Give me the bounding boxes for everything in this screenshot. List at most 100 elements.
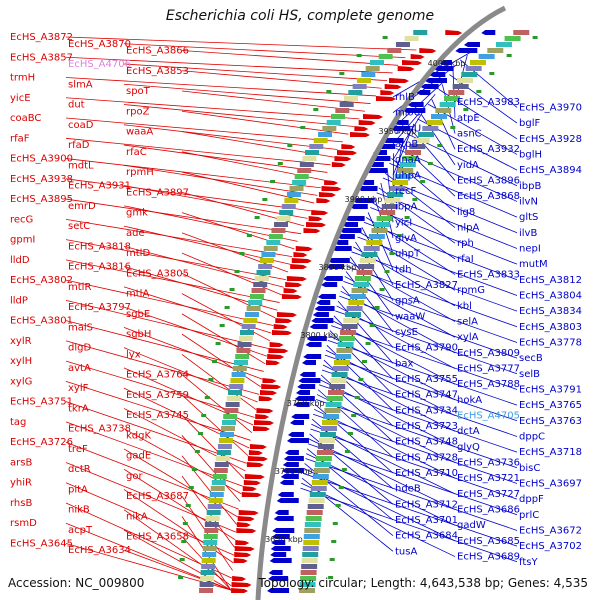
annotation-block [276,216,291,221]
forward-feature [255,414,270,419]
annotation-block [299,162,314,167]
forward-feature [231,582,252,587]
marker-dot [287,144,293,147]
annotation-block [199,588,214,593]
marker-dot [215,342,221,345]
leader-line [65,158,321,189]
gene-label: spoT [126,86,151,97]
forward-feature [252,426,270,431]
marker-dot [254,216,260,219]
gene-label: kdgK [126,430,151,441]
annotation-block [326,120,341,125]
annotation-block [444,96,460,101]
forward-feature [241,492,262,497]
leader-line [65,77,377,97]
annotation-block [361,72,376,77]
annotation-block [384,198,401,203]
annotation-block [426,120,443,125]
annotation-block [207,504,222,509]
kbp-tick-label: 3650 kbp [265,535,303,544]
gene-label: EcHS_A3788 [457,379,520,390]
annotation-block [204,522,219,527]
annotation-block [263,246,278,251]
annotation-block [311,480,328,485]
leader-line [65,381,251,441]
forward-feature [254,420,274,425]
gene-label: EcHS_A3804 [519,290,582,301]
kbp-tick-label: 4000 kbp [428,59,466,68]
leader-line [65,259,280,303]
reverse-feature [311,318,334,323]
leader-line [123,104,354,127]
leader-line [65,56,393,74]
annotation-block [301,558,318,563]
gene-label: glyQ [457,442,480,453]
forward-feature [363,114,383,119]
annotation-block [201,558,216,563]
annotation-block [387,48,402,53]
leader-line [181,171,315,204]
reverse-feature [416,90,431,95]
marker-dot [389,252,395,255]
gene-label: recG [10,214,33,225]
gene-label: selB [519,369,540,380]
annotation-block [224,408,239,413]
annotation-block [202,552,217,557]
leader-line [65,279,274,326]
annotation-block [346,306,363,311]
marker-dot [404,216,410,219]
annotation-block [300,570,317,575]
map-title: Escherichia coli HS, complete genome [165,8,435,24]
forward-feature [397,66,415,71]
annotation-block [478,54,495,59]
gene-label: rhlB [395,92,415,103]
annotation-block [344,96,358,101]
gene-label: EcHS_A3727 [457,489,520,500]
forward-feature [321,186,342,191]
annotation-block [308,498,325,503]
kbp-tick-label: 3800 kbp [300,331,338,340]
forward-feature [268,348,289,353]
forward-feature [354,126,369,131]
gene-label: lig8 [457,207,475,218]
annotation-block [315,456,332,461]
gene-label: trmH [10,73,35,84]
forward-feature [236,528,257,533]
kbp-ticks: 4000 kbp 3950 kbp 3900 kbp 3850 kbp 3800 kbp… [265,59,465,544]
annotation-block [318,438,335,443]
gene-label: bax [395,358,413,369]
reverse-feature [287,432,304,437]
forward-feature [384,84,402,89]
gene-label: nlpA [457,223,479,234]
reverse-feature [381,138,404,143]
annotation-block [309,144,324,149]
leader-line [123,144,328,173]
gene-label: EcHS_A3763 [519,416,582,427]
annotation-block [316,450,333,455]
gene-label: hokA [457,395,482,406]
gene-label: EcHS_A3868 [457,191,520,202]
leader-line [65,97,360,120]
annotation-block [225,402,240,407]
gene-label: nepI [519,243,541,254]
marker-dot [476,90,482,93]
reverse-feature [357,186,378,191]
forward-feature [402,60,422,65]
annotation-block [319,432,336,437]
gene-label: pitA [68,484,88,495]
leader-line [335,310,518,375]
marker-dot [344,450,350,453]
gene-label: xylR [10,336,32,347]
annotation-block [344,312,361,317]
leader-line [307,443,518,516]
gene-label: EcHS_A3833 [457,270,520,281]
gene-label: mutM [519,259,548,270]
annotation-block [435,108,452,113]
forward-feature [311,210,329,215]
gene-label: gltS [519,212,538,223]
annotation-block [274,222,289,227]
forward-feature [248,450,263,455]
marker-dot [374,306,380,309]
leader-line [305,458,518,531]
annotation-block [235,354,250,359]
